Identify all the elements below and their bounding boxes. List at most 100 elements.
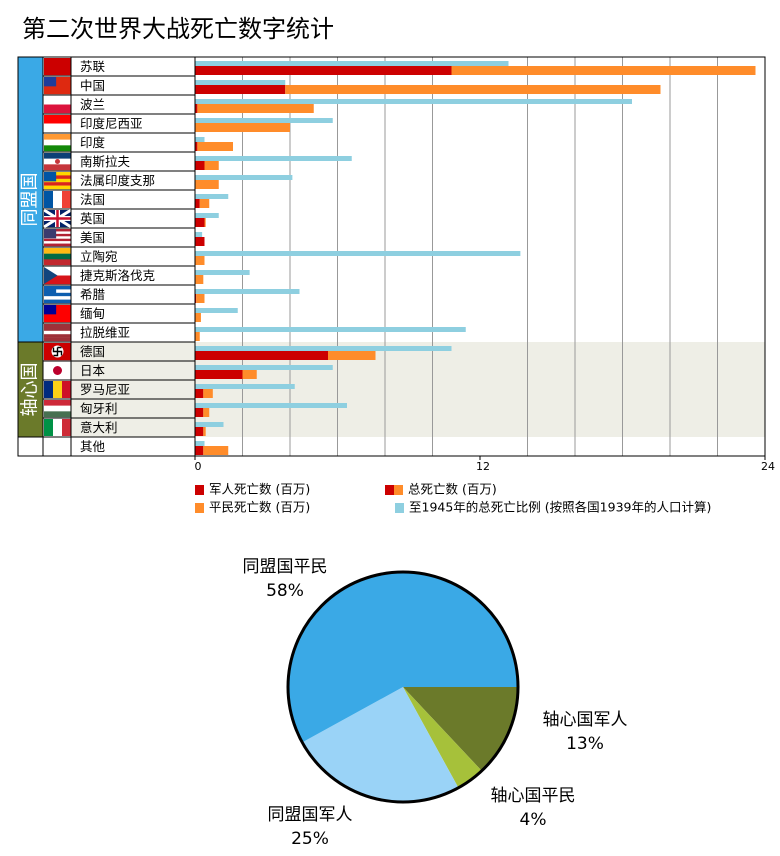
flag xyxy=(44,334,71,338)
category-label: 其他 xyxy=(80,439,106,454)
flag xyxy=(44,241,71,244)
flag xyxy=(44,77,57,87)
legend-swatch xyxy=(394,485,403,495)
military-bar xyxy=(195,104,198,113)
percentage-bar xyxy=(195,156,352,161)
flag xyxy=(44,253,71,260)
percentage-bar xyxy=(195,251,521,256)
category-label: 法属印度支那 xyxy=(80,173,155,188)
flag xyxy=(44,233,71,237)
chart-title: 第二次世界大战死亡数字统计 xyxy=(22,15,334,43)
category-label: 中国 xyxy=(80,78,105,93)
flag xyxy=(44,248,71,254)
category-label: 立陶宛 xyxy=(80,249,118,264)
legend-swatch xyxy=(195,485,204,495)
civilian-bar xyxy=(203,427,206,436)
flag xyxy=(44,296,71,300)
percentage-bar xyxy=(195,403,347,408)
flag xyxy=(44,115,71,124)
civilian-bar xyxy=(195,256,205,265)
percentage-bar xyxy=(195,384,295,389)
civilian-bar xyxy=(199,199,210,208)
civilian-bar xyxy=(328,351,376,360)
flag xyxy=(44,243,71,247)
flag xyxy=(53,381,63,398)
flag xyxy=(44,400,71,406)
military-bar xyxy=(195,389,204,398)
category-label: 苏联 xyxy=(80,59,106,74)
military-bar xyxy=(195,85,286,94)
flag xyxy=(44,96,71,105)
flag xyxy=(44,172,57,182)
military-bar xyxy=(195,370,243,379)
civilian-bar xyxy=(196,294,205,303)
legend-label: 平民死亡数 (百万) xyxy=(209,500,310,515)
percentage-bar xyxy=(195,118,333,123)
percentage-bar xyxy=(195,175,293,180)
category-label: 法国 xyxy=(80,192,105,207)
slice-label: 同盟国军人 xyxy=(268,805,353,825)
civilian-bar xyxy=(203,389,213,398)
flag xyxy=(44,292,71,297)
percentage-bar xyxy=(195,137,205,142)
flag xyxy=(62,419,72,436)
category-label: 美国 xyxy=(80,230,105,245)
flag xyxy=(53,191,63,208)
flag xyxy=(44,259,71,266)
percentage-bar xyxy=(195,365,333,370)
civilian-bar xyxy=(203,408,210,417)
pie-slice xyxy=(302,687,459,802)
flag xyxy=(44,145,71,152)
label-frame xyxy=(17,56,196,457)
flag xyxy=(44,419,54,436)
legend-label: 军人死亡数 (百万) xyxy=(209,482,310,497)
percentage-bar xyxy=(195,327,466,332)
flag xyxy=(44,175,71,179)
flag xyxy=(44,229,57,239)
flag xyxy=(44,267,71,276)
x-tick-label: 0 xyxy=(195,460,202,473)
flag xyxy=(44,238,71,242)
x-tick-label: 24 xyxy=(761,460,775,473)
civilian-bar xyxy=(204,161,219,170)
civilian-bar xyxy=(195,313,201,322)
flag xyxy=(53,419,63,436)
military-bar xyxy=(195,237,205,246)
flag xyxy=(44,286,57,296)
pie-slice xyxy=(403,687,482,788)
flag xyxy=(44,275,71,285)
slice-label: 同盟国平民 xyxy=(243,557,328,577)
flag xyxy=(44,236,71,239)
legend-label: 总死亡数 (百万) xyxy=(408,482,497,497)
military-bar xyxy=(195,66,452,75)
category-label: 匈牙利 xyxy=(80,401,118,416)
flag xyxy=(44,164,71,171)
percentage-bar xyxy=(195,289,300,294)
group-band xyxy=(17,56,44,343)
flag xyxy=(52,346,63,357)
percentage-bar xyxy=(195,80,286,85)
percentage-bar xyxy=(195,422,224,427)
flag xyxy=(44,286,71,290)
category-label: 英国 xyxy=(80,211,105,226)
category-label: 印度尼西亚 xyxy=(80,116,143,131)
civilian-bar xyxy=(195,180,219,189)
x-tick-label: 12 xyxy=(476,460,490,473)
flag xyxy=(44,104,71,114)
slice-label: 轴心国军人 xyxy=(543,710,628,730)
percentage-bar xyxy=(195,61,509,66)
flag xyxy=(44,123,71,133)
category-label: 捷克斯洛伐克 xyxy=(80,268,155,283)
percentage-bar xyxy=(195,270,250,275)
civilian-bar xyxy=(195,332,200,341)
flag xyxy=(44,305,57,315)
category-label: 印度 xyxy=(80,135,106,150)
civilian-bar xyxy=(197,104,314,113)
civilian-bar xyxy=(195,123,290,132)
civilian-bar xyxy=(204,218,206,227)
flag xyxy=(44,229,71,232)
slice-value: 13% xyxy=(566,734,604,754)
flag xyxy=(44,191,54,208)
pie-slice xyxy=(403,687,518,771)
flag xyxy=(44,327,71,331)
